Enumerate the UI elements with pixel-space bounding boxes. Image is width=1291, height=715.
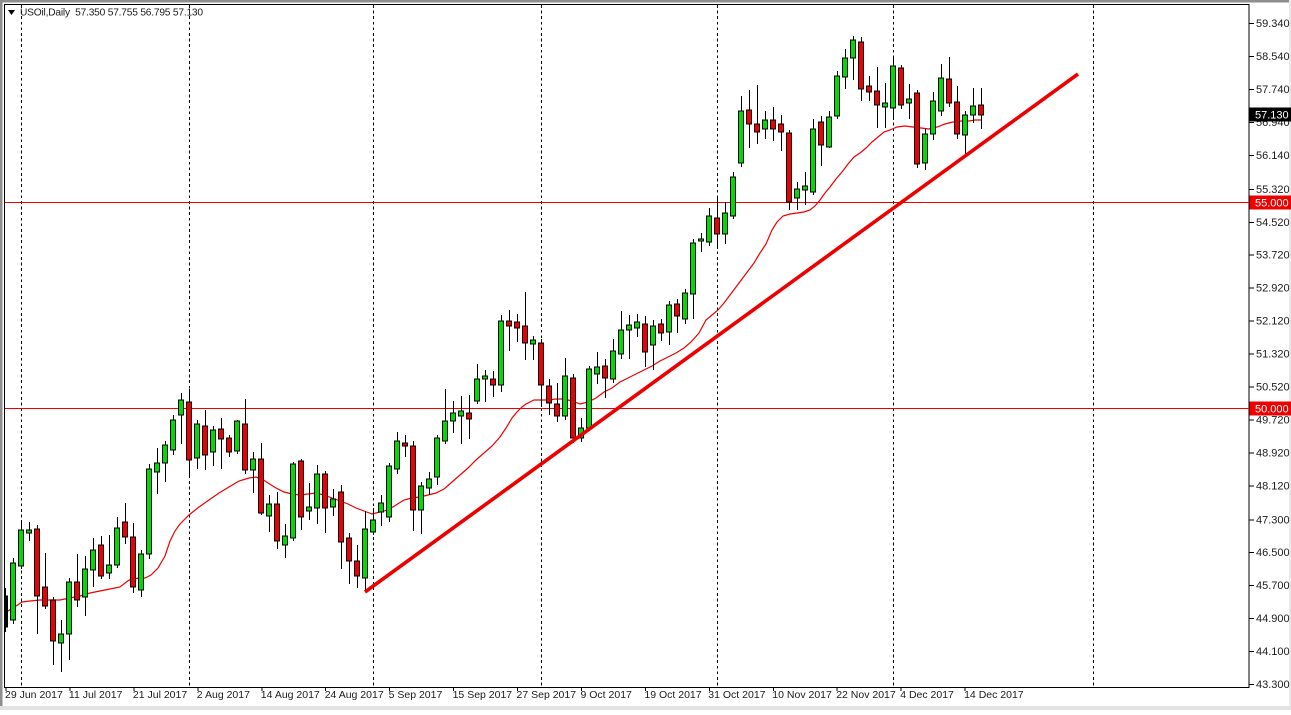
svg-text:52.120: 52.120 (1256, 316, 1290, 328)
svg-text:52.920: 52.920 (1256, 283, 1290, 295)
svg-text:46.500: 46.500 (1256, 547, 1290, 559)
svg-text:53.720: 53.720 (1256, 250, 1290, 262)
svg-text:54.520: 54.520 (1256, 217, 1290, 229)
svg-text:43.300: 43.300 (1256, 679, 1290, 691)
svg-text:50.520: 50.520 (1256, 382, 1290, 394)
svg-text:4 Dec 2017: 4 Dec 2017 (900, 689, 954, 701)
svg-text:31 Oct 2017: 31 Oct 2017 (708, 689, 765, 701)
svg-text:47.300: 47.300 (1256, 514, 1290, 526)
svg-text:49.720: 49.720 (1256, 415, 1290, 427)
svg-text:51.320: 51.320 (1256, 349, 1290, 361)
svg-text:15 Sep 2017: 15 Sep 2017 (453, 689, 513, 701)
svg-text:24 Aug 2017: 24 Aug 2017 (325, 689, 384, 701)
svg-text:59.340: 59.340 (1256, 18, 1290, 30)
svg-text:10 Nov 2017: 10 Nov 2017 (772, 689, 832, 701)
svg-text:55.000: 55.000 (1255, 198, 1289, 210)
svg-text:29 Jun 2017: 29 Jun 2017 (5, 689, 63, 701)
svg-text:48.120: 48.120 (1256, 481, 1290, 493)
svg-text:USOil,Daily 57.350 57.755 56.: USOil,Daily 57.350 57.755 56.795 57.130 (20, 8, 203, 19)
svg-text:48.920: 48.920 (1256, 448, 1290, 460)
svg-text:27 Sep 2017: 27 Sep 2017 (517, 689, 577, 701)
svg-text:55.320: 55.320 (1256, 184, 1290, 196)
svg-text:57.740: 57.740 (1256, 84, 1290, 96)
svg-text:14 Aug 2017: 14 Aug 2017 (261, 689, 320, 701)
svg-text:56.140: 56.140 (1256, 150, 1290, 162)
svg-text:22 Nov 2017: 22 Nov 2017 (836, 689, 896, 701)
svg-text:19 Oct 2017: 19 Oct 2017 (644, 689, 701, 701)
svg-text:9 Oct 2017: 9 Oct 2017 (581, 689, 633, 701)
svg-text:50.000: 50.000 (1255, 404, 1289, 416)
svg-text:44.900: 44.900 (1256, 613, 1290, 625)
svg-text:57.130: 57.130 (1255, 110, 1289, 122)
svg-text:44.100: 44.100 (1256, 646, 1290, 658)
svg-text:45.700: 45.700 (1256, 580, 1290, 592)
svg-text:58.540: 58.540 (1256, 51, 1290, 63)
svg-text:14 Dec 2017: 14 Dec 2017 (964, 689, 1024, 701)
svg-text:21 Jul 2017: 21 Jul 2017 (133, 689, 187, 701)
svg-text:11 Jul 2017: 11 Jul 2017 (69, 689, 123, 701)
svg-text:5 Sep 2017: 5 Sep 2017 (389, 689, 443, 701)
svg-text:2 Aug 2017: 2 Aug 2017 (197, 689, 250, 701)
